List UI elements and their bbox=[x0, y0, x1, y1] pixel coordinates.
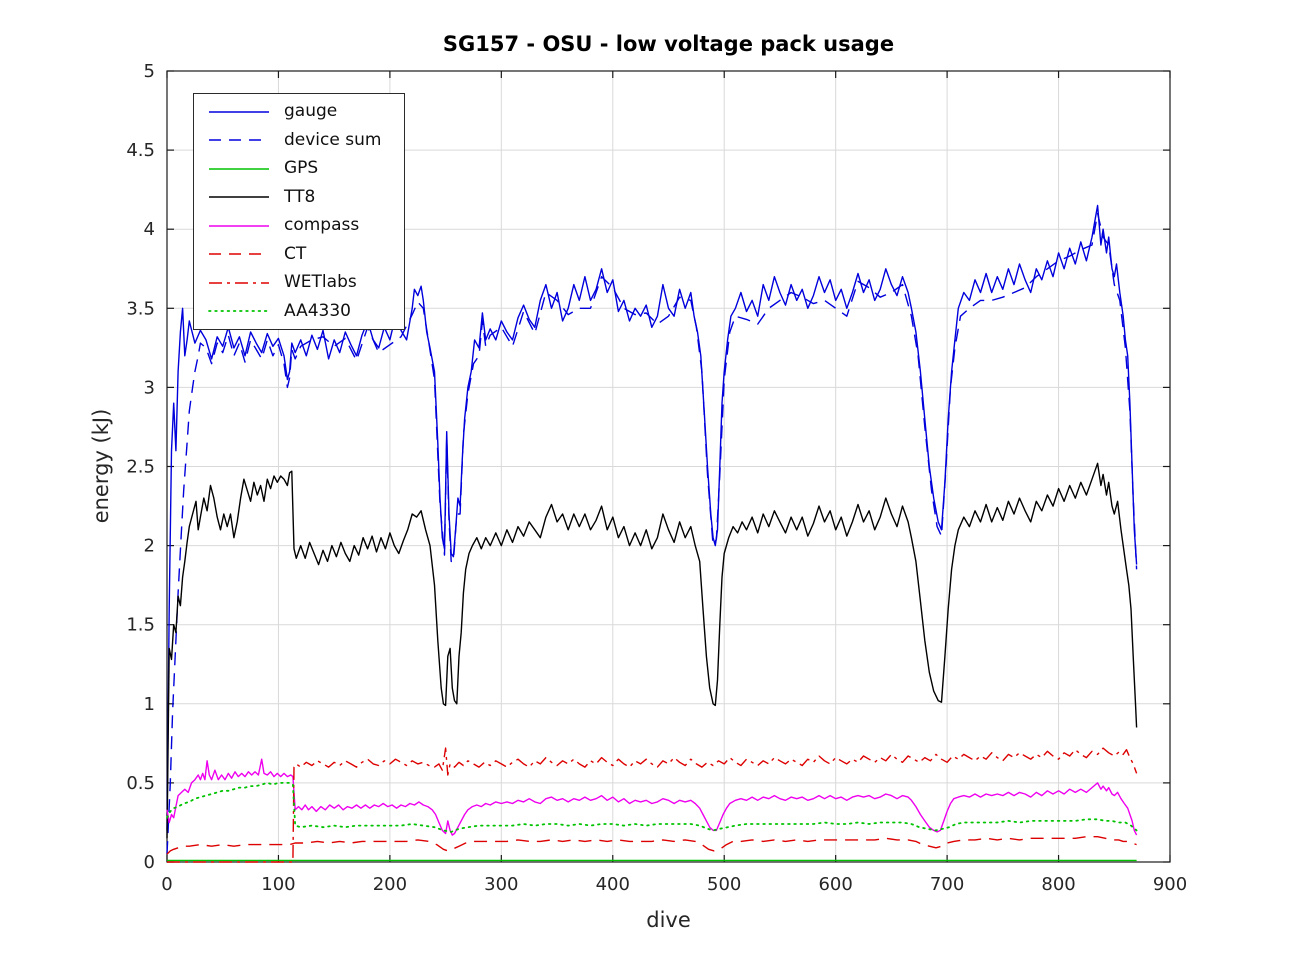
y-tick-label: 1 bbox=[144, 694, 155, 715]
legend-label-ct: CT bbox=[284, 243, 307, 264]
legend-label-gauge: gauge bbox=[284, 101, 338, 122]
legend-line-sample-aa4330 bbox=[208, 310, 270, 312]
y-tick-label: 0 bbox=[144, 852, 155, 873]
x-axis-label: dive bbox=[646, 908, 691, 932]
legend-item-tt8: TT8 bbox=[194, 184, 404, 211]
legend-line-sample-gps bbox=[209, 168, 269, 170]
legend-item-gps: GPS bbox=[194, 155, 404, 182]
legend-item-device-sum: device sum bbox=[194, 127, 404, 154]
x-tick-label: 700 bbox=[930, 874, 964, 895]
legend: gauge device sum GPS TT8 compass CT WETl… bbox=[193, 93, 405, 330]
legend-label-compass: compass bbox=[284, 215, 360, 236]
y-tick-label: 3 bbox=[144, 377, 155, 398]
grid bbox=[167, 71, 1170, 862]
legend-line-sample-wetlabs bbox=[209, 281, 269, 284]
x-tick-label: 600 bbox=[818, 874, 852, 895]
y-tick-label: 1.5 bbox=[126, 615, 155, 636]
series-compass bbox=[166, 758, 1138, 836]
legend-label-wetlabs: WETlabs bbox=[284, 272, 357, 293]
x-tick-label: 500 bbox=[707, 874, 741, 895]
y-tick-label: 3.5 bbox=[126, 298, 155, 319]
y-tick-label: 4 bbox=[144, 219, 155, 240]
legend-line-sample-ct bbox=[209, 253, 269, 255]
legend-item-compass: compass bbox=[194, 212, 404, 239]
legend-line-sample-device-sum bbox=[209, 139, 269, 142]
legend-item-aa4330: AA4330 bbox=[194, 298, 404, 325]
x-tick-label: 0 bbox=[161, 874, 172, 895]
legend-line-sample-gauge bbox=[209, 111, 269, 113]
series-ct bbox=[166, 836, 1137, 855]
legend-line-sample-compass bbox=[209, 224, 269, 227]
series-tt8 bbox=[166, 462, 1138, 839]
legend-item-gauge: gauge bbox=[194, 98, 404, 125]
y-axis-label: energy (kJ) bbox=[89, 408, 113, 524]
y-tick-label: 2 bbox=[144, 536, 155, 557]
legend-label-tt8: TT8 bbox=[284, 186, 316, 207]
y-tick-label: 0.5 bbox=[126, 773, 155, 794]
x-tick-label: 800 bbox=[1041, 874, 1075, 895]
chart-title: SG157 - OSU - low voltage pack usage bbox=[442, 32, 895, 56]
x-tick-label: 100 bbox=[261, 874, 295, 895]
tick-labels: 0 100 200 300 400 500 600 700 800 900 0 0.5 1 1.5 2 2.5… bbox=[126, 61, 1187, 895]
x-tick-label: 300 bbox=[484, 874, 518, 895]
series-group bbox=[166, 204, 1138, 863]
x-tick-label: 400 bbox=[596, 874, 630, 895]
series-wetlabs bbox=[167, 747, 1138, 863]
series-aa4330 bbox=[166, 782, 1138, 833]
series-device-sum bbox=[166, 212, 1138, 855]
x-tick-label: 200 bbox=[373, 874, 407, 895]
legend-item-ct: CT bbox=[194, 241, 404, 268]
legend-label-device-sum: device sum bbox=[284, 129, 382, 150]
legend-line-sample-tt8 bbox=[209, 196, 269, 198]
y-tick-label: 2.5 bbox=[126, 457, 155, 478]
x-tick-label: 900 bbox=[1153, 874, 1187, 895]
legend-label-gps: GPS bbox=[284, 158, 319, 179]
legend-item-wetlabs: WETlabs bbox=[194, 269, 404, 296]
legend-label-aa4330: AA4330 bbox=[284, 300, 351, 321]
y-tick-label: 4.5 bbox=[126, 140, 155, 161]
y-tick-label: 5 bbox=[144, 61, 155, 82]
